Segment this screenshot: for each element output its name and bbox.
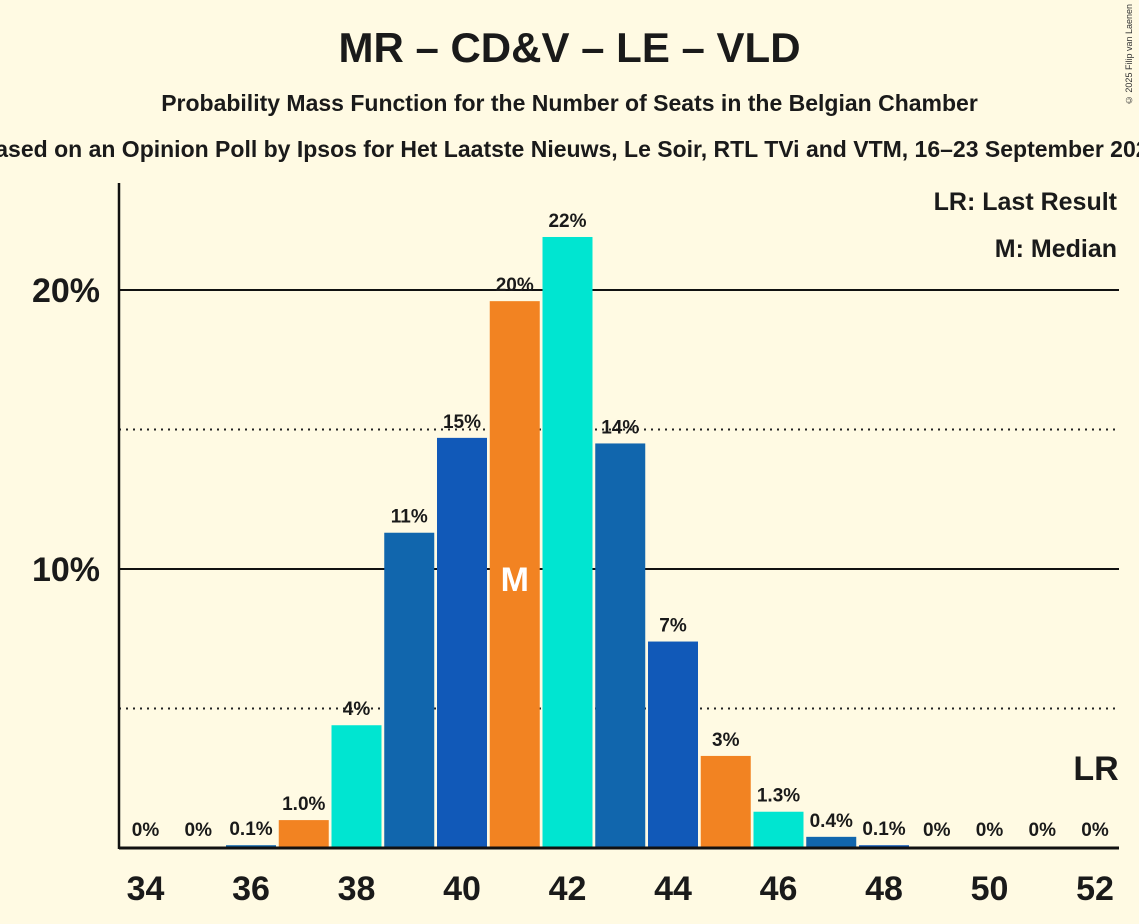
x-tick-label: 52 [1076, 870, 1114, 908]
x-tick-label: 36 [232, 870, 270, 908]
x-tick-label: 48 [865, 870, 903, 908]
bar-seat-44 [648, 641, 698, 848]
bar-value-label: 22% [548, 211, 586, 232]
x-tick-label: 38 [338, 870, 376, 908]
bar-seat-47 [806, 836, 857, 848]
axes: 10% 20% 34 36 38 40 42 44 46 48 50 52 [32, 183, 1119, 908]
bar-seat-41 [489, 301, 540, 848]
bar-seat-37 [278, 820, 329, 848]
x-tick-label: 42 [549, 870, 587, 908]
chart-source-line: Based on an Opinion Poll by Ipsos for He… [0, 136, 1139, 162]
x-tick-label: 50 [971, 870, 1009, 908]
bar-seat-39 [384, 532, 435, 848]
bar-value-label: 0% [1029, 820, 1057, 841]
legend-entry: M: Median [995, 235, 1117, 263]
bar-value-label: 14% [601, 417, 639, 438]
x-tick-label: 44 [654, 870, 692, 908]
bar-seat-45 [700, 755, 751, 848]
bar-value-label: 7% [659, 616, 687, 637]
bars [226, 236, 909, 849]
x-tick-label: 46 [760, 870, 798, 908]
bar-value-label: 1.0% [282, 794, 325, 815]
bar-value-label: 1.3% [757, 786, 800, 807]
bar-value-label: 0% [976, 820, 1004, 841]
legend: LR: Last Result M: Median [934, 188, 1118, 263]
bar-seat-46 [753, 811, 804, 848]
bar-value-label: 4% [343, 699, 371, 720]
chart-title: MR – CD&V – LE – VLD [338, 24, 801, 71]
bar-value-label: 0.1% [862, 819, 905, 840]
y-tick-label: 10% [32, 551, 100, 589]
bar-value-label: 0% [132, 820, 160, 841]
last-result-marker: LR [1073, 750, 1118, 788]
bar-seat-43 [595, 443, 646, 848]
bar-value-label: 3% [712, 730, 740, 751]
bar-value-label: 0.4% [810, 811, 853, 832]
x-tick-label: 34 [127, 870, 165, 908]
bar-value-label: 15% [443, 412, 481, 433]
bar-value-label: 0% [1081, 820, 1109, 841]
x-tick-label: 40 [443, 870, 481, 908]
bar-seat-40 [437, 437, 487, 848]
median-marker: M [501, 561, 529, 599]
y-tick-label: 20% [32, 272, 100, 310]
chart-subtitle: Probability Mass Function for the Number… [161, 90, 978, 116]
bar-seat-42 [542, 236, 593, 849]
bar-value-label: 11% [391, 507, 428, 528]
bar-value-label: 0% [923, 820, 951, 841]
bar-value-label: 20% [496, 275, 534, 296]
bar-value-label: 0% [185, 820, 213, 841]
bar-seat-38 [331, 725, 382, 848]
bar-value-label: 0.1% [229, 819, 272, 840]
bar-labels: 0% 0% 0.1% 1.0% 4% 11% 15% 20% M 22% 14% 7% 3% 1.3% 0.… [132, 211, 1119, 841]
legend-entry: LR: Last Result [934, 188, 1118, 216]
